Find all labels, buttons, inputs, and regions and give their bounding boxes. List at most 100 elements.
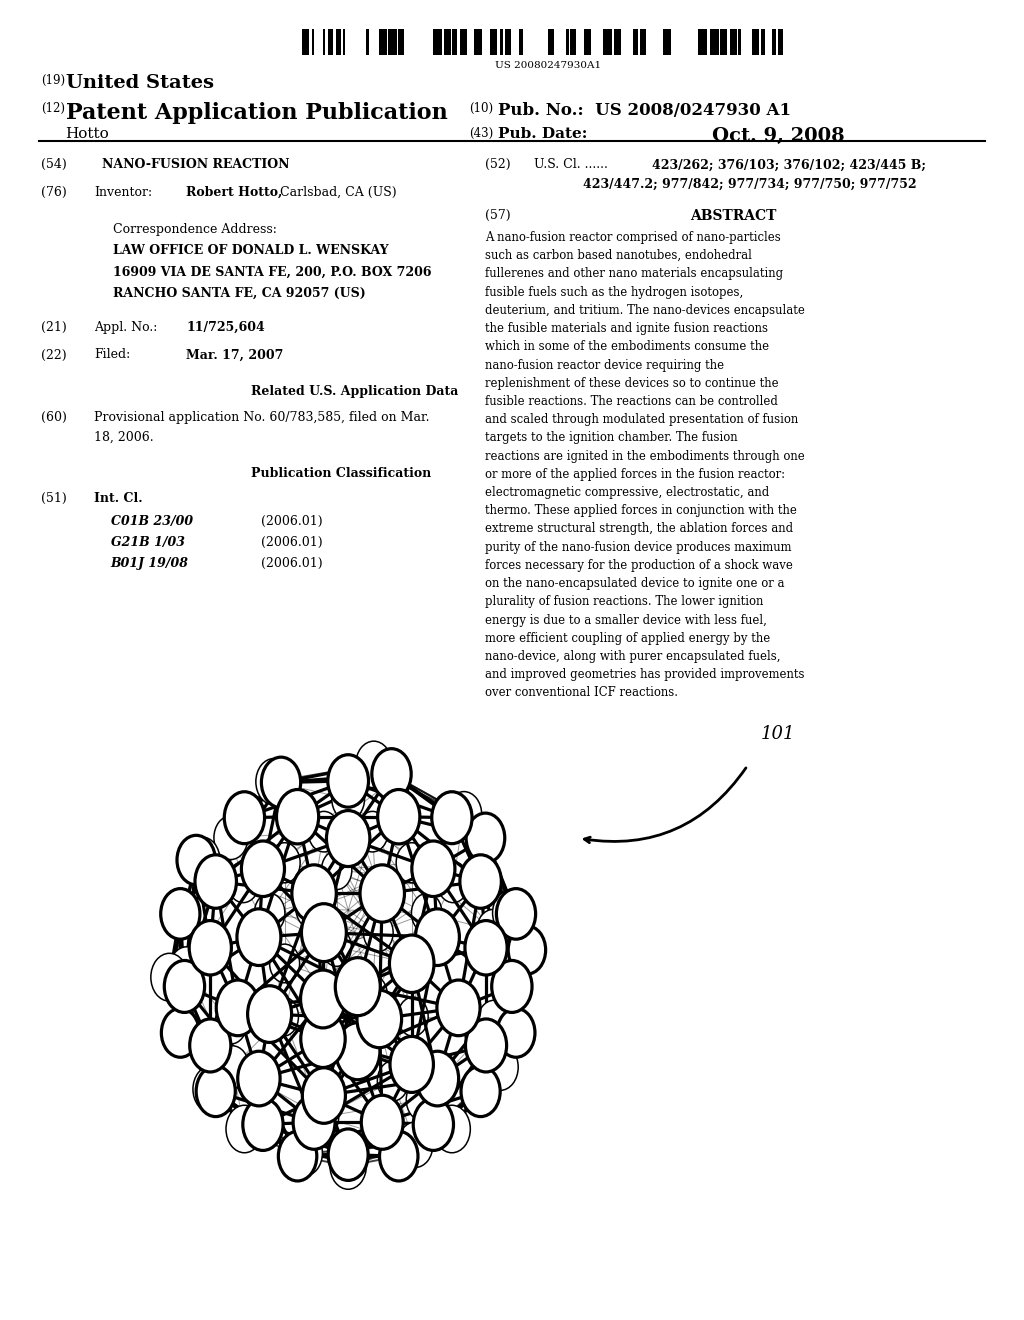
Circle shape [216, 1045, 249, 1088]
Text: 101: 101 [761, 725, 796, 743]
Circle shape [497, 1008, 535, 1057]
Text: reactions are ignited in the embodiments through one: reactions are ignited in the embodiments… [485, 450, 805, 462]
Text: (22): (22) [41, 348, 67, 362]
Text: more efficient coupling of applied energy by the: more efficient coupling of applied energ… [485, 632, 771, 644]
Text: purity of the nano-fusion device produces maximum: purity of the nano-fusion device produce… [485, 541, 792, 553]
Circle shape [248, 986, 292, 1043]
Bar [777, 29, 782, 55]
Text: on the nano-encapsulated device to ignite one or a: on the nano-encapsulated device to ignit… [485, 577, 784, 590]
Circle shape [416, 909, 460, 965]
Text: Pub. No.:  US 2008/0247930 A1: Pub. No.: US 2008/0247930 A1 [498, 102, 791, 119]
Bar [548, 29, 554, 55]
Text: plurality of fusion reactions. The lower ignition: plurality of fusion reactions. The lower… [485, 595, 764, 609]
Text: (60): (60) [41, 411, 67, 424]
Bar [500, 29, 503, 55]
Circle shape [361, 1096, 403, 1150]
Circle shape [380, 1131, 418, 1181]
Circle shape [329, 1129, 368, 1180]
Bar [443, 29, 451, 55]
Bar [474, 29, 481, 55]
Bar [761, 29, 765, 55]
Bar [324, 29, 326, 55]
Circle shape [226, 1105, 263, 1152]
Text: Int. Cl.: Int. Cl. [94, 492, 142, 506]
Text: fusible fuels such as the hydrogen isotopes,: fusible fuels such as the hydrogen isoto… [485, 285, 743, 298]
Circle shape [397, 1122, 433, 1167]
Text: Provisional application No. 60/783,585, filed on Mar.: Provisional application No. 60/783,585, … [94, 411, 430, 424]
Text: B01J 19/08: B01J 19/08 [111, 557, 188, 570]
Text: (51): (51) [41, 492, 67, 506]
Circle shape [296, 890, 326, 928]
Text: (21): (21) [41, 321, 67, 334]
Text: Oct. 9, 2008: Oct. 9, 2008 [712, 127, 845, 145]
Circle shape [332, 777, 365, 820]
Circle shape [330, 1142, 367, 1189]
Text: and scaled through modulated presentation of fusion: and scaled through modulated presentatio… [485, 413, 799, 426]
Circle shape [460, 855, 502, 908]
Circle shape [164, 961, 205, 1012]
Bar [772, 29, 776, 55]
Text: such as carbon based nanotubes, endohedral: such as carbon based nanotubes, endohedr… [485, 249, 753, 263]
Circle shape [177, 836, 215, 884]
Circle shape [256, 759, 292, 805]
Circle shape [446, 792, 481, 837]
Circle shape [287, 1130, 323, 1176]
Circle shape [412, 841, 455, 896]
Bar [566, 29, 568, 55]
Text: C01B 23/00: C01B 23/00 [111, 515, 193, 528]
Circle shape [336, 1023, 380, 1080]
Circle shape [322, 850, 352, 890]
Bar [388, 29, 397, 55]
Bar [379, 29, 387, 55]
Circle shape [466, 1019, 507, 1072]
Circle shape [477, 909, 510, 952]
Circle shape [195, 855, 237, 908]
Text: (54): (54) [41, 158, 67, 172]
Circle shape [466, 813, 505, 863]
Circle shape [322, 928, 351, 966]
Circle shape [355, 741, 392, 788]
Text: G21B 1/03: G21B 1/03 [111, 536, 184, 549]
Text: Filed:: Filed: [94, 348, 130, 362]
Circle shape [416, 1051, 459, 1106]
Circle shape [308, 812, 340, 851]
Text: Correspondence Address:: Correspondence Address: [113, 223, 276, 236]
Circle shape [276, 789, 318, 843]
Text: energy is due to a smaller device with less fuel,: energy is due to a smaller device with l… [485, 614, 767, 627]
Circle shape [227, 862, 259, 903]
Bar [730, 29, 737, 55]
Bar [720, 29, 727, 55]
Circle shape [357, 990, 401, 1048]
Text: 423/262; 376/103; 376/102; 423/445 B;: 423/262; 376/103; 376/102; 423/445 B; [652, 158, 927, 172]
Circle shape [254, 894, 285, 933]
Text: extreme structural strength, the ablation forces and: extreme structural strength, the ablatio… [485, 523, 794, 536]
Text: Hotto: Hotto [66, 127, 110, 141]
Text: (76): (76) [41, 186, 67, 199]
Bar [489, 29, 497, 55]
Circle shape [477, 1001, 511, 1043]
Text: Appl. No.:: Appl. No.: [94, 321, 158, 334]
Bar [336, 29, 341, 55]
Circle shape [170, 946, 204, 990]
Circle shape [243, 1098, 283, 1151]
Bar [633, 29, 638, 55]
Bar [570, 29, 575, 55]
Text: NANO-FUSION REACTION: NANO-FUSION REACTION [102, 158, 290, 172]
Text: Publication Classification: Publication Classification [251, 467, 431, 480]
Bar [505, 29, 511, 55]
Circle shape [364, 913, 393, 952]
Circle shape [396, 842, 427, 883]
Circle shape [309, 975, 339, 1014]
Circle shape [492, 961, 532, 1012]
Bar [603, 29, 611, 55]
Circle shape [497, 888, 536, 940]
Circle shape [372, 748, 412, 800]
Circle shape [437, 862, 469, 903]
Text: Inventor:: Inventor: [94, 186, 153, 199]
Text: Pub. Date:: Pub. Date: [498, 127, 587, 141]
Circle shape [306, 1096, 339, 1138]
Circle shape [465, 920, 507, 975]
Circle shape [432, 792, 472, 843]
Circle shape [216, 979, 259, 1036]
Circle shape [357, 975, 387, 1014]
